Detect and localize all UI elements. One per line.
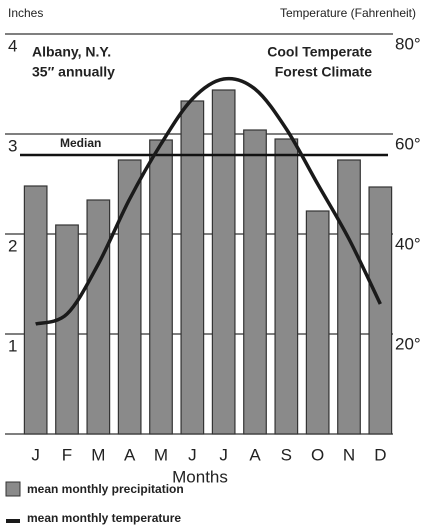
annotation: Forest Climate — [275, 64, 372, 80]
y2-axis-label: Temperature (Fahrenheit) — [280, 6, 416, 20]
temperature-line — [35, 76, 382, 326]
annotation: Albany, N.Y. — [32, 44, 111, 60]
x-tick-label: N — [343, 445, 355, 464]
bar — [23, 185, 48, 435]
y2-tick-label: 40° — [395, 234, 421, 253]
bar — [243, 129, 267, 435]
bar — [211, 89, 236, 435]
legend-label: mean monthly temperature — [27, 511, 181, 525]
annotation: Cool Temperate — [267, 44, 372, 60]
y-tick-label: 3 — [8, 136, 17, 155]
bar — [180, 100, 205, 435]
annotation: 35″ annually — [32, 64, 115, 80]
y2-tick-label: 20° — [395, 334, 421, 353]
median-label: Median — [60, 136, 101, 150]
x-tick-label: J — [188, 445, 197, 464]
x-tick-label: S — [281, 445, 292, 464]
bar — [337, 159, 361, 435]
y-tick-label: 2 — [8, 236, 17, 255]
legend-label: mean monthly precipitation — [27, 482, 184, 496]
x-tick-label: A — [124, 445, 136, 464]
y-axis-label: Inches — [8, 6, 43, 20]
y2-tick-label: 80° — [395, 34, 421, 53]
bar — [368, 186, 393, 435]
x-tick-label: J — [219, 445, 228, 464]
bar — [274, 138, 299, 435]
legend-swatch — [5, 481, 21, 497]
y-tick-label: 1 — [8, 336, 17, 355]
bar — [149, 139, 173, 435]
bar — [86, 199, 111, 435]
bar — [305, 210, 330, 435]
x-tick-label: J — [31, 445, 40, 464]
y2-tick-label: 60° — [395, 134, 421, 153]
x-tick-label: D — [374, 445, 386, 464]
x-tick-label: A — [249, 445, 261, 464]
x-tick-label: M — [91, 445, 105, 464]
bar — [117, 159, 142, 435]
x-tick-label: M — [154, 445, 168, 464]
bar — [55, 224, 79, 435]
y-tick-label: 4 — [8, 36, 17, 55]
x-axis-label: Months — [172, 467, 228, 486]
x-tick-label: F — [62, 445, 72, 464]
x-tick-label: O — [311, 445, 324, 464]
